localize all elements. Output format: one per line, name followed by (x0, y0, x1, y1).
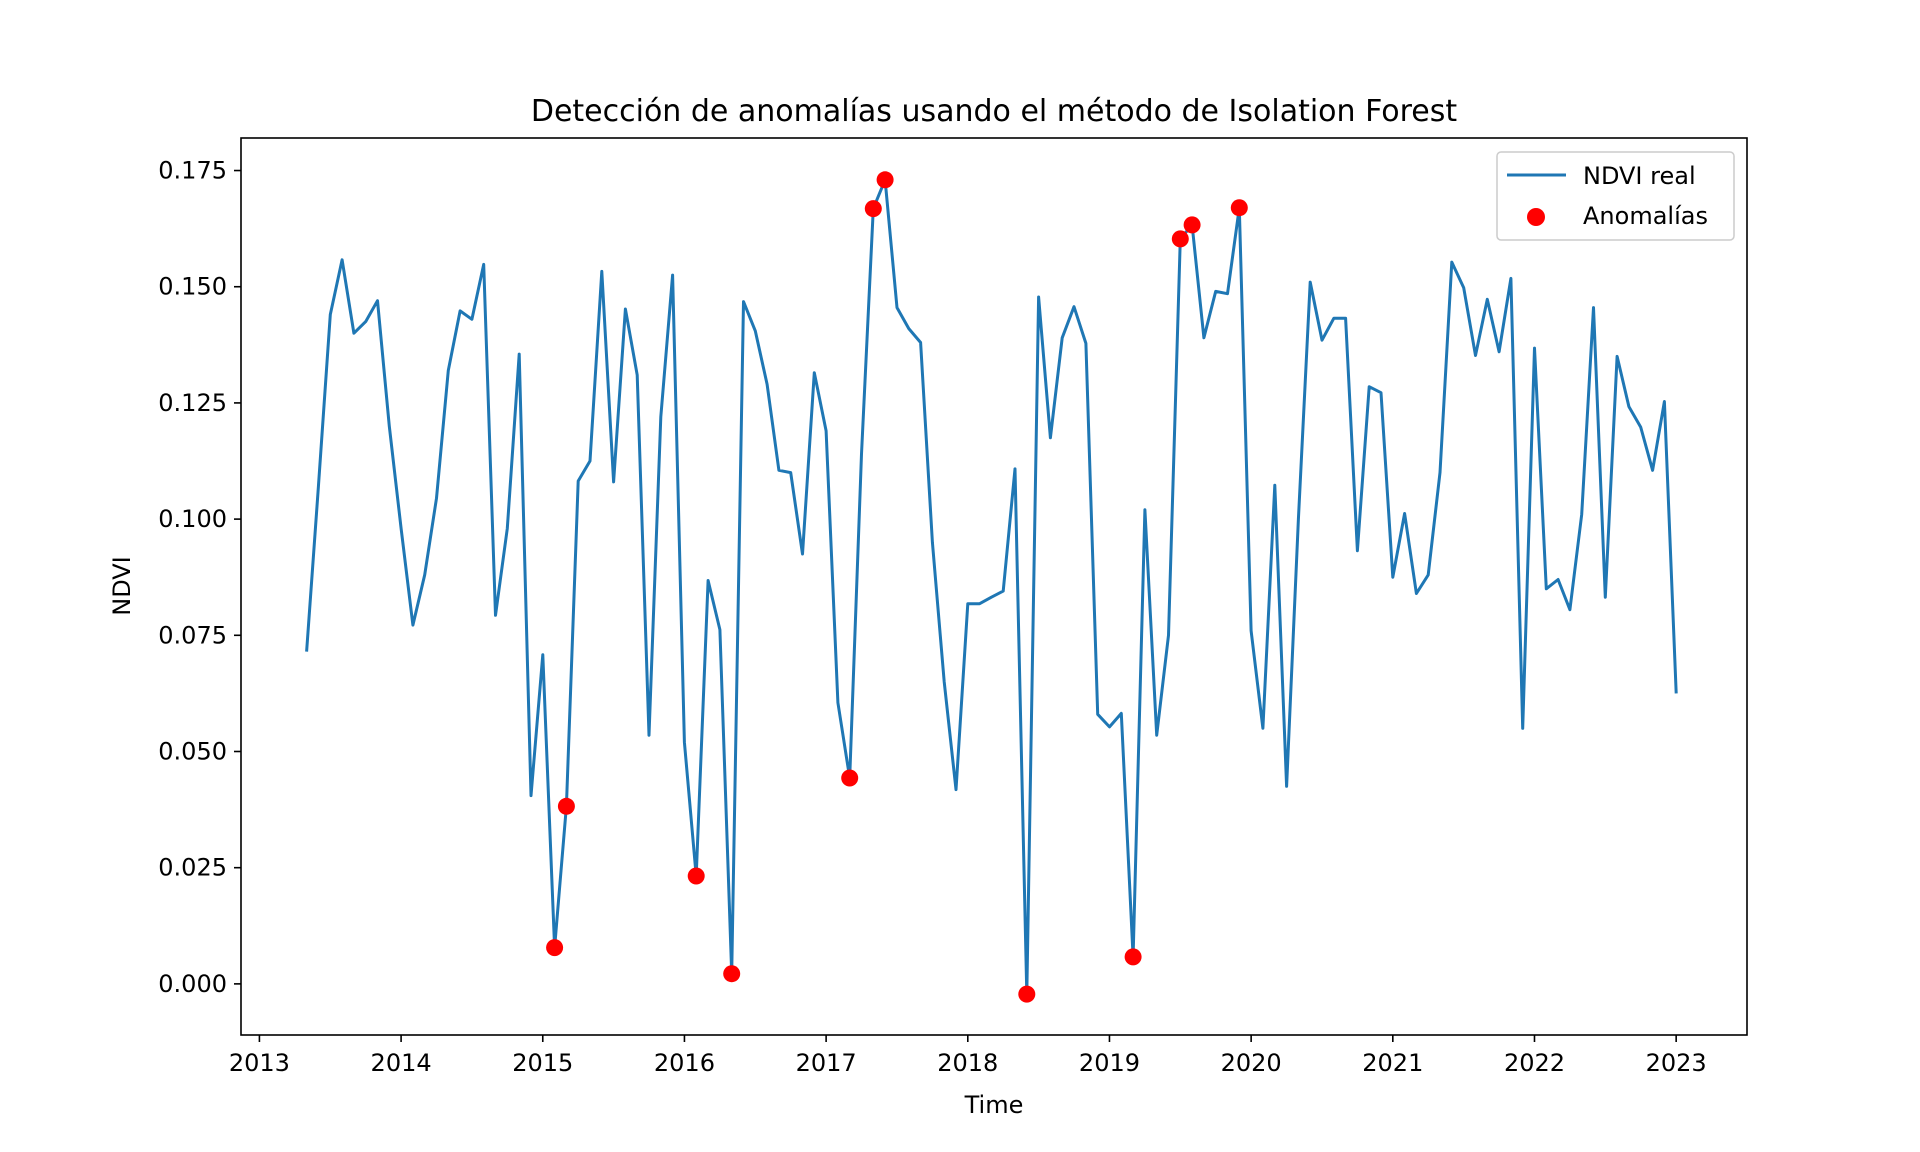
plot-area (305, 171, 1678, 1003)
anomaly-point (1183, 216, 1201, 234)
x-tick-label: 2016 (654, 1049, 715, 1077)
y-axis-label: NDVI (108, 556, 136, 616)
y-tick-label: 0.000 (158, 970, 227, 998)
anomaly-point (841, 769, 859, 787)
y-tick-label: 0.175 (158, 157, 227, 185)
anomaly-point (723, 965, 741, 983)
x-tick-label: 2021 (1362, 1049, 1423, 1077)
x-tick-label: 2019 (1079, 1049, 1140, 1077)
y-tick-label: 0.100 (158, 505, 227, 533)
x-tick-label: 2017 (796, 1049, 857, 1077)
x-axis: 2013 2014 2015 2016 2017 2018 2019 2020 2021 2022… (229, 1035, 1707, 1077)
anomaly-point (687, 867, 705, 885)
legend-marker-anomalias (1527, 208, 1545, 226)
anomaly-point (1230, 199, 1248, 217)
anomaly-point (876, 171, 894, 189)
series-line-ndvi-real (305, 178, 1678, 996)
y-tick-label: 0.150 (158, 273, 227, 301)
anomaly-point (1171, 230, 1189, 248)
legend-label-anomalias: Anomalías (1583, 202, 1708, 230)
y-tick-label: 0.050 (158, 737, 227, 765)
anomaly-point (864, 200, 882, 218)
x-axis-label: Time (964, 1091, 1024, 1119)
x-tick-label: 2018 (937, 1049, 998, 1077)
x-tick-label: 2023 (1646, 1049, 1707, 1077)
x-tick-label: 2020 (1221, 1049, 1282, 1077)
plot-frame (240, 137, 1748, 1036)
anomaly-point (557, 797, 575, 815)
y-axis: 0.000 0.025 0.050 0.075 0.100 0.125 0.150 0.175 (158, 157, 241, 998)
x-tick-label: 2022 (1504, 1049, 1565, 1077)
x-tick-label: 2014 (371, 1049, 432, 1077)
y-tick-label: 0.125 (158, 389, 227, 417)
y-tick-label: 0.075 (158, 621, 227, 649)
y-tick-label: 0.025 (158, 854, 227, 882)
anomaly-point (1124, 948, 1142, 966)
legend-label-ndvi: NDVI real (1583, 162, 1696, 190)
chart-title: Detección de anomalías usando el método … (531, 94, 1458, 129)
anomaly-point (1018, 985, 1036, 1003)
anomaly-point (546, 939, 564, 957)
x-tick-label: 2013 (229, 1049, 290, 1077)
legend: NDVI real Anomalías (1496, 151, 1735, 241)
x-tick-label: 2015 (512, 1049, 573, 1077)
